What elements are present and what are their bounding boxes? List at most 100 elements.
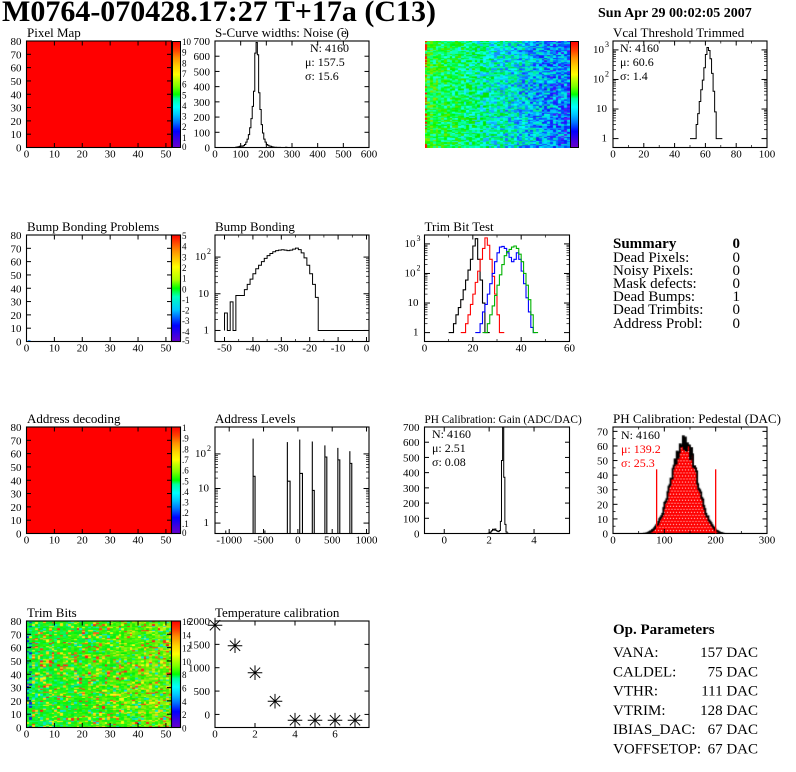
svg-text:μ: 60.6: μ: 60.6 bbox=[620, 55, 654, 69]
svg-text:50: 50 bbox=[11, 76, 23, 88]
svg-text:Pixel Map: Pixel Map bbox=[27, 25, 81, 40]
svg-text:300: 300 bbox=[284, 149, 301, 161]
svg-text:0: 0 bbox=[364, 343, 370, 355]
svg-text:70: 70 bbox=[11, 629, 23, 641]
svg-text:Trim Bits: Trim Bits bbox=[27, 605, 77, 620]
svg-text:-2: -2 bbox=[182, 306, 190, 316]
svg-text:40: 40 bbox=[11, 283, 23, 295]
svg-text:30: 30 bbox=[11, 683, 23, 695]
svg-text:10: 10 bbox=[596, 103, 608, 115]
svg-text:2: 2 bbox=[207, 247, 211, 256]
svg-text:67 DAC: 67 DAC bbox=[708, 742, 758, 758]
svg-text:500: 500 bbox=[194, 686, 211, 698]
svg-text:60: 60 bbox=[564, 343, 576, 355]
svg-text:10: 10 bbox=[408, 297, 420, 309]
svg-text:40: 40 bbox=[133, 535, 145, 547]
svg-text:Bump Bonding: Bump Bonding bbox=[215, 219, 295, 234]
svg-text:10: 10 bbox=[597, 514, 609, 526]
svg-text:80: 80 bbox=[731, 149, 743, 161]
svg-text:-1000: -1000 bbox=[216, 535, 242, 547]
svg-text:CALDEL:: CALDEL: bbox=[613, 664, 676, 680]
svg-text:2: 2 bbox=[182, 710, 187, 720]
svg-text:0: 0 bbox=[182, 723, 187, 733]
svg-text:10: 10 bbox=[11, 323, 23, 335]
svg-text:10: 10 bbox=[11, 129, 23, 141]
svg-text:0: 0 bbox=[182, 142, 187, 152]
svg-text:20: 20 bbox=[11, 310, 23, 322]
svg-text:67 DAC: 67 DAC bbox=[708, 722, 758, 738]
svg-text:3: 3 bbox=[182, 252, 187, 262]
svg-text:9: 9 bbox=[182, 48, 187, 58]
svg-text:-5: -5 bbox=[182, 336, 190, 346]
svg-text:100: 100 bbox=[232, 149, 249, 161]
svg-text:300: 300 bbox=[194, 97, 211, 109]
svg-text:1000: 1000 bbox=[188, 663, 211, 675]
svg-text:.3: .3 bbox=[182, 498, 189, 508]
svg-text:0: 0 bbox=[16, 529, 22, 541]
svg-text:1000: 1000 bbox=[356, 535, 379, 547]
svg-text:1: 1 bbox=[182, 423, 187, 433]
svg-text:10: 10 bbox=[49, 729, 61, 741]
svg-text:PH Calibration: Gain (ADC/DAC): PH Calibration: Gain (ADC/DAC) bbox=[425, 414, 582, 426]
svg-text:10: 10 bbox=[198, 288, 210, 300]
svg-text:.6: .6 bbox=[182, 466, 189, 476]
svg-text:N: 4160: N: 4160 bbox=[432, 427, 471, 441]
svg-text:10: 10 bbox=[198, 483, 210, 495]
svg-text:1: 1 bbox=[204, 324, 210, 336]
svg-text:✳: ✳ bbox=[227, 636, 244, 658]
svg-text:80: 80 bbox=[11, 36, 23, 48]
svg-text:10: 10 bbox=[182, 37, 192, 47]
svg-text:40: 40 bbox=[133, 149, 145, 161]
svg-text:111 DAC: 111 DAC bbox=[701, 684, 758, 700]
svg-text:600: 600 bbox=[194, 51, 211, 63]
svg-text:600: 600 bbox=[403, 437, 420, 449]
svg-text:200: 200 bbox=[403, 498, 420, 510]
svg-text:20: 20 bbox=[467, 343, 479, 355]
svg-text:80: 80 bbox=[11, 616, 23, 628]
svg-text:60: 60 bbox=[11, 449, 23, 461]
svg-text:30: 30 bbox=[597, 485, 609, 497]
svg-text:157 DAC: 157 DAC bbox=[700, 645, 758, 661]
svg-text:σ: 25.3: σ: 25.3 bbox=[621, 456, 655, 470]
svg-text:200: 200 bbox=[707, 535, 724, 547]
svg-text:0: 0 bbox=[205, 709, 211, 721]
svg-text:500: 500 bbox=[335, 149, 352, 161]
svg-text:50: 50 bbox=[160, 149, 172, 161]
svg-text:.4: .4 bbox=[182, 487, 189, 497]
svg-text:✳: ✳ bbox=[207, 616, 224, 638]
svg-text:0: 0 bbox=[414, 529, 420, 541]
svg-text:1: 1 bbox=[182, 274, 187, 284]
svg-text:40: 40 bbox=[133, 729, 145, 741]
svg-text:-30: -30 bbox=[274, 343, 289, 355]
svg-text:μ: 2.51: μ: 2.51 bbox=[432, 441, 466, 455]
svg-text:✳: ✳ bbox=[287, 710, 304, 732]
svg-text:3: 3 bbox=[182, 112, 187, 122]
svg-text:700: 700 bbox=[403, 422, 420, 434]
svg-text:.8: .8 bbox=[182, 444, 189, 454]
svg-text:Temperature calibration: Temperature calibration bbox=[215, 605, 340, 620]
svg-text:40: 40 bbox=[11, 475, 23, 487]
svg-text:): ) bbox=[345, 25, 349, 40]
svg-text:100: 100 bbox=[656, 535, 673, 547]
svg-text:30: 30 bbox=[105, 729, 117, 741]
svg-text:1500: 1500 bbox=[188, 639, 211, 651]
svg-text:30: 30 bbox=[105, 343, 117, 355]
svg-text:8: 8 bbox=[182, 58, 187, 68]
svg-text:4: 4 bbox=[182, 242, 187, 252]
svg-text:500: 500 bbox=[403, 452, 420, 464]
svg-text:100: 100 bbox=[759, 149, 776, 161]
svg-text:10: 10 bbox=[593, 73, 605, 85]
svg-text:70: 70 bbox=[11, 49, 23, 61]
svg-text:50: 50 bbox=[160, 343, 172, 355]
svg-text:✳: ✳ bbox=[327, 710, 344, 732]
svg-text:σ: 1.4: σ: 1.4 bbox=[620, 69, 648, 83]
svg-text:σ: 15.6: σ: 15.6 bbox=[305, 69, 339, 83]
svg-text:20: 20 bbox=[77, 729, 89, 741]
svg-text:0: 0 bbox=[212, 149, 218, 161]
svg-text:VTHR:: VTHR: bbox=[613, 684, 658, 700]
svg-text:20: 20 bbox=[77, 535, 89, 547]
svg-text:10: 10 bbox=[49, 535, 61, 547]
svg-text:5: 5 bbox=[182, 90, 187, 100]
svg-text:PH Calibration: Pedestal (DAC): PH Calibration: Pedestal (DAC) bbox=[613, 411, 781, 426]
svg-text:70: 70 bbox=[597, 426, 609, 438]
